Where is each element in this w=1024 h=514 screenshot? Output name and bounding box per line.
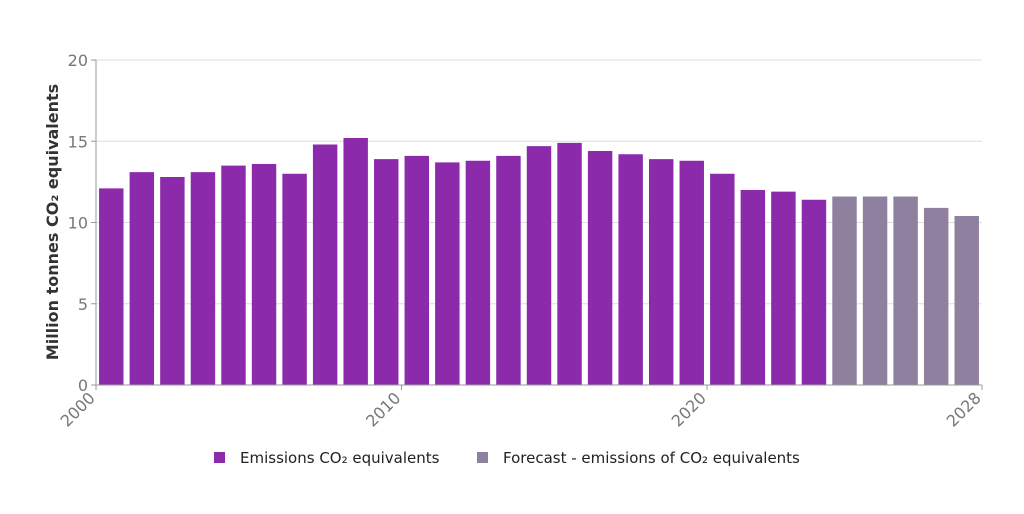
emission-bar-2000 xyxy=(99,188,124,386)
emission-bar-2003 xyxy=(190,172,216,386)
y-tick-label-5: 5 xyxy=(78,295,88,314)
bars xyxy=(99,138,979,386)
emission-bar-2004 xyxy=(221,165,246,385)
forecast-bar-2026 xyxy=(893,196,918,385)
emission-bar-2006 xyxy=(282,173,307,385)
forecast-bar-2025 xyxy=(862,196,888,385)
emission-bar-2020 xyxy=(710,173,735,385)
emission-bar-2012 xyxy=(465,160,491,385)
x-tick-label-2000: 2000 xyxy=(57,388,99,430)
emission-bar-2022 xyxy=(771,191,796,386)
emission-bar-2018 xyxy=(648,159,674,385)
legend-swatch-forecast xyxy=(477,452,488,463)
emission-bar-2001 xyxy=(129,172,155,386)
legend: Emissions CO₂ equivalents Forecast - emis… xyxy=(214,449,800,467)
forecast-bar-2028 xyxy=(954,216,979,385)
forecast-bar-2027 xyxy=(923,207,949,386)
y-tick-label-15: 15 xyxy=(68,132,88,151)
emission-bar-2008 xyxy=(343,138,368,385)
emission-bar-2011 xyxy=(435,162,460,385)
legend-label-emissions: Emissions CO₂ equivalents xyxy=(240,449,440,467)
emission-bar-2007 xyxy=(312,144,338,385)
emission-bar-2021 xyxy=(740,190,766,385)
emission-bar-2017 xyxy=(618,154,643,385)
x-tick-label-2028: 2028 xyxy=(943,388,985,430)
emission-bar-2005 xyxy=(251,164,277,385)
legend-label-forecast: Forecast - emissions of CO₂ equivalents xyxy=(503,449,800,467)
emission-bar-2014 xyxy=(526,146,552,386)
y-axis-label: Million tonnes CO₂ equivalents xyxy=(43,84,62,360)
y-tick-label-0: 0 xyxy=(78,376,88,395)
emission-bar-2013 xyxy=(496,155,521,386)
forecast-bar-2024 xyxy=(832,196,857,385)
emission-bar-2023 xyxy=(801,199,827,385)
emission-bar-2010 xyxy=(404,155,430,386)
emission-bar-2015 xyxy=(557,142,582,386)
x-tick-label-2010: 2010 xyxy=(362,388,404,430)
x-tick-label-2020: 2020 xyxy=(668,388,710,430)
legend-swatch-emissions xyxy=(214,452,225,463)
y-tick-label-10: 10 xyxy=(68,214,88,233)
emission-bar-2016 xyxy=(587,151,613,385)
y-tick-label-20: 20 xyxy=(68,51,88,70)
emission-bar-2002 xyxy=(160,177,185,385)
emission-bar-2019 xyxy=(679,160,704,385)
emission-bar-2009 xyxy=(374,159,399,385)
